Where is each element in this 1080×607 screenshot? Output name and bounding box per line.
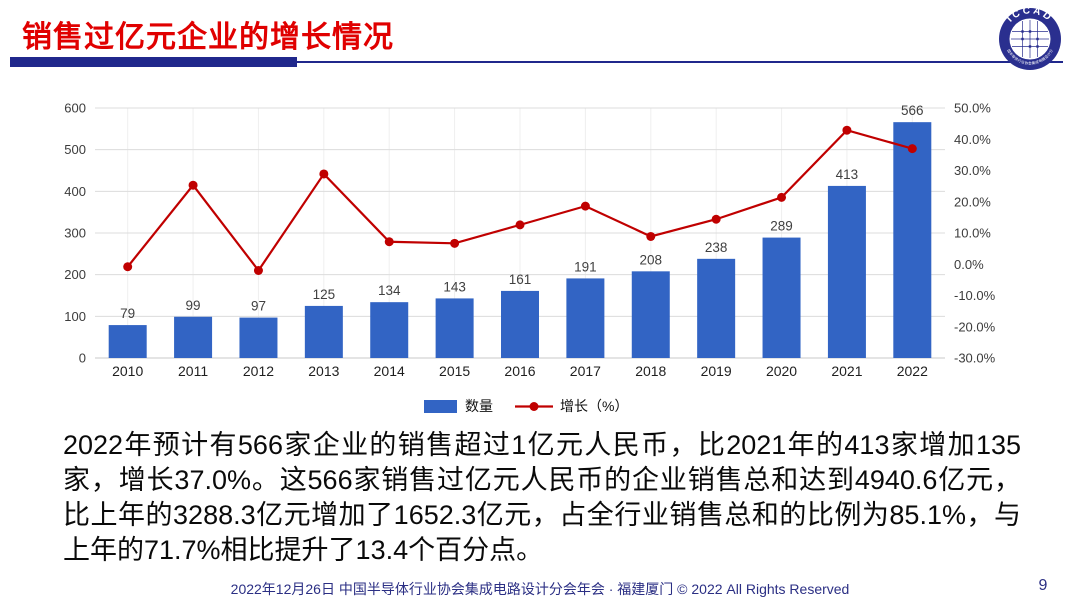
x-axis-year-label: 2015 xyxy=(439,363,470,379)
right-axis-tick: -20.0% xyxy=(954,319,996,334)
right-axis-tick: 10.0% xyxy=(954,226,991,241)
growth-point-2011 xyxy=(188,180,198,190)
x-axis-year-label: 2014 xyxy=(374,363,405,379)
legend-bar-swatch xyxy=(424,400,457,413)
right-axis-tick: 20.0% xyxy=(954,194,991,209)
growth-point-2013 xyxy=(319,169,329,179)
growth-point-2010 xyxy=(123,262,133,272)
right-axis-tick: 0.0% xyxy=(954,257,984,272)
title-underline-line xyxy=(297,61,1063,63)
bar-2020 xyxy=(762,237,801,358)
right-axis-tick: -30.0% xyxy=(954,351,996,366)
x-axis-year-label: 2013 xyxy=(308,363,339,379)
bar-value-label: 134 xyxy=(378,283,401,298)
growth-point-2020 xyxy=(777,192,787,202)
bar-2022 xyxy=(893,122,932,358)
right-axis-tick: -10.0% xyxy=(954,288,996,303)
bar-2018 xyxy=(631,271,670,358)
page-number: 9 xyxy=(1038,577,1048,594)
x-axis-year-label: 2022 xyxy=(897,363,928,379)
legend-line-marker xyxy=(529,402,539,411)
bar-value-label: 97 xyxy=(251,299,266,314)
bar-value-label: 208 xyxy=(640,252,663,267)
x-axis-year-label: 2011 xyxy=(178,363,208,379)
bar-value-label: 161 xyxy=(509,272,532,287)
summary-paragraph: 2022年预计有566家企业的销售超过1亿元人民币，比2021年的413家增加1… xyxy=(63,430,1021,565)
iccad-logo: ICCAD 中国半导体行业协会集成电路设计分会 xyxy=(996,5,1061,70)
bar-2019 xyxy=(697,258,736,358)
footer-credit: 2022年12月26日 中国半导体行业协会集成电路设计分会年会 · 福建厦门 ©… xyxy=(230,581,850,597)
growth-point-2015 xyxy=(450,238,460,248)
left-axis-tick: 500 xyxy=(64,142,86,157)
left-axis-tick: 0 xyxy=(79,351,86,366)
growth-point-2012 xyxy=(253,266,263,275)
bar-value-label: 191 xyxy=(574,259,597,274)
title-underline-bar xyxy=(10,57,297,67)
x-axis-year-label: 2017 xyxy=(570,363,601,379)
left-axis-tick: 100 xyxy=(64,309,86,324)
right-axis-tick: 50.0% xyxy=(954,101,991,116)
bar-2021 xyxy=(827,185,866,358)
x-axis-year-label: 2010 xyxy=(112,363,143,379)
growth-point-2016 xyxy=(515,220,525,230)
bar-2010 xyxy=(108,325,147,358)
growth-point-2021 xyxy=(842,125,852,135)
right-axis-tick: 30.0% xyxy=(954,163,991,178)
left-axis-tick: 400 xyxy=(64,184,86,199)
growth-point-2019 xyxy=(711,214,721,224)
bar-2015 xyxy=(435,298,474,358)
x-axis-year-label: 2016 xyxy=(504,363,535,379)
x-axis-year-label: 2020 xyxy=(766,363,797,379)
growth-point-2017 xyxy=(580,201,590,211)
left-axis-tick: 200 xyxy=(64,267,86,282)
bar-2016 xyxy=(501,290,539,358)
bar-2012 xyxy=(239,317,278,358)
bar-value-label: 289 xyxy=(770,219,793,234)
bar-value-label: 143 xyxy=(443,279,466,294)
right-axis-tick: 40.0% xyxy=(954,132,991,147)
companies-growth-chart: 0 100 200 300 400 500 600 -30.0% -20.0% -10.0% 0.0… xyxy=(0,88,1080,428)
left-axis-tick: 600 xyxy=(64,101,86,116)
bar-value-label: 238 xyxy=(705,240,728,255)
legend-bar-label: 数量 xyxy=(465,398,493,414)
chart-canvas: 0 100 200 300 400 500 600 -30.0% -20.0% -10.0% 0.0… xyxy=(64,101,996,415)
growth-point-2018 xyxy=(646,231,656,241)
bar-value-label: 99 xyxy=(186,298,201,313)
bar-value-label: 125 xyxy=(313,287,336,302)
page-title: 销售过亿元企业的增长情况 xyxy=(22,21,394,54)
growth-point-2022 xyxy=(907,144,917,154)
x-axis-year-label: 2012 xyxy=(243,363,274,379)
growth-point-2014 xyxy=(384,237,394,247)
bar-2017 xyxy=(566,278,605,358)
bar-value-label: 79 xyxy=(120,306,135,321)
x-axis-year-label: 2021 xyxy=(831,363,862,379)
bar-2013 xyxy=(304,305,343,358)
bar-2011 xyxy=(174,316,213,358)
bar-value-label: 413 xyxy=(836,167,859,182)
x-axis-year-label: 2018 xyxy=(635,363,666,379)
left-axis-tick: 300 xyxy=(64,226,86,241)
legend-line-label: 增长（%） xyxy=(560,398,628,414)
bar-value-label: 566 xyxy=(901,103,924,118)
logo-chip-grid-icon xyxy=(1011,20,1049,58)
x-axis-year-label: 2019 xyxy=(701,363,732,379)
bar-2014 xyxy=(370,302,409,358)
